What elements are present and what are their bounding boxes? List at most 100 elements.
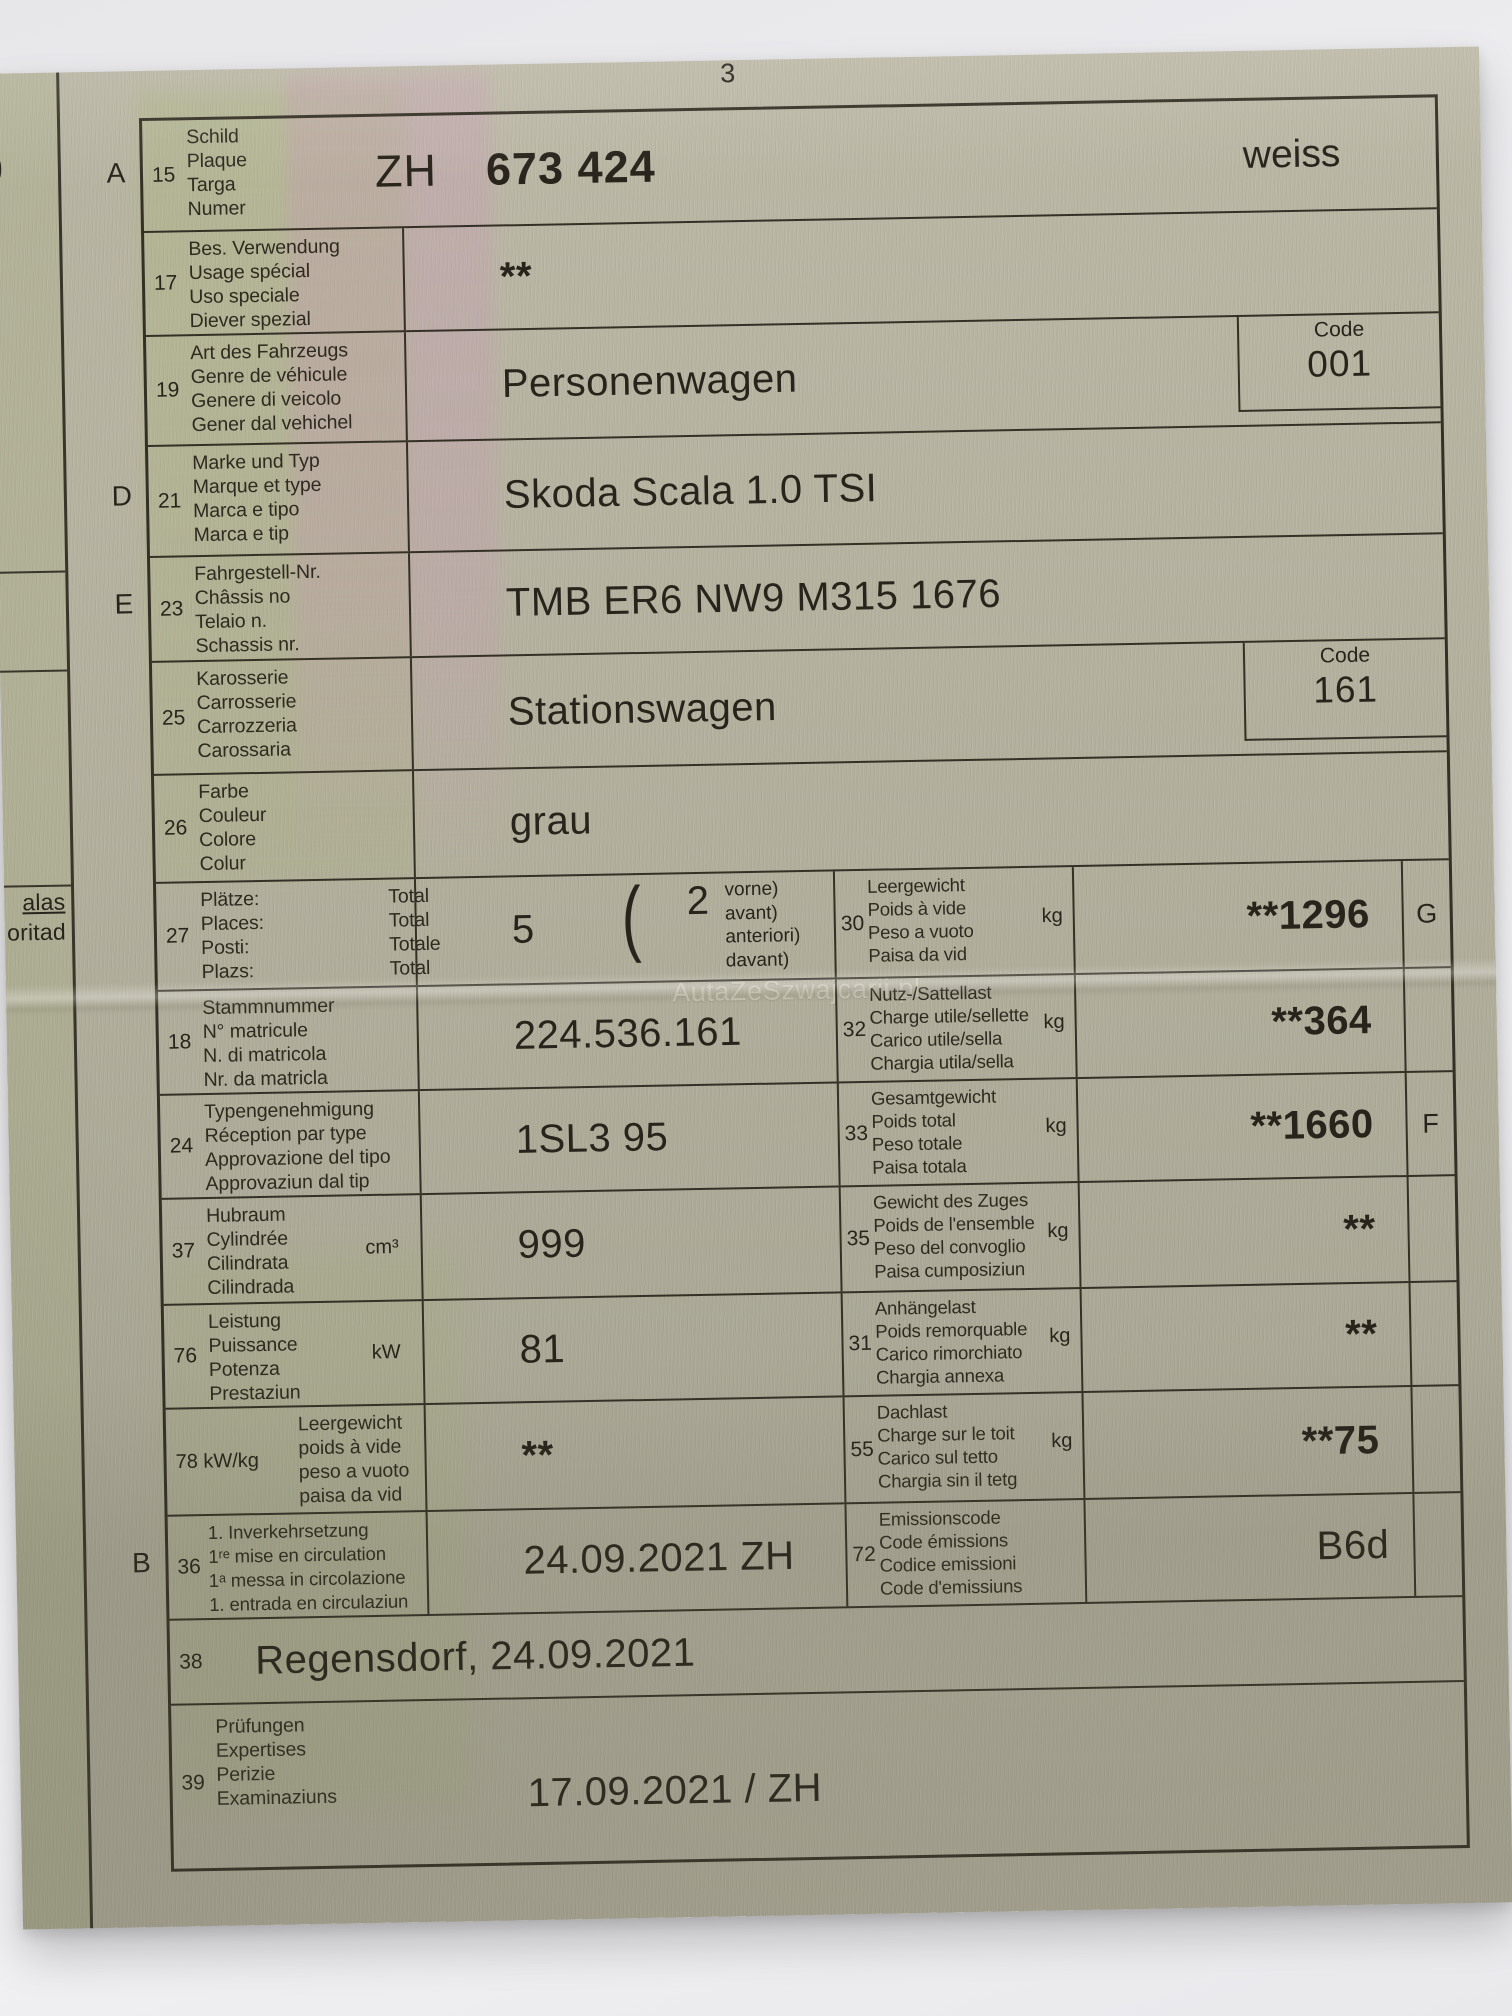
field-55-label-cell: 55 Dachlast Charge sur le toit Carico su… <box>842 1393 1084 1503</box>
field-number: 30 <box>840 911 865 936</box>
chassis-number-value: TMB ER6 NW9 M315 1676 <box>505 571 1002 625</box>
label-rm: Paisa cumposiziun <box>874 1258 1026 1282</box>
field-number: 26 <box>163 816 188 840</box>
code-label: Code <box>1313 317 1365 342</box>
field-number: 38 <box>179 1649 203 1674</box>
bracket-line-rm: davant) <box>725 948 790 971</box>
plate-color-value: weiss <box>1242 132 1341 177</box>
issue-place-date-value: Regensdorf, 24.09.2021 <box>254 1630 696 1683</box>
field-number: 33 <box>844 1121 869 1146</box>
field-row-39-inspections: 39 Prüfungen Expertises Perizie Examinaz… <box>171 1680 1467 1869</box>
field-number: 24 <box>169 1134 194 1158</box>
neighbor-page-cut-text: oritad <box>6 918 67 946</box>
field-36-value-cell: 24.09.2021 ZH <box>428 1504 847 1614</box>
serial-number-value: 224.536.161 <box>513 1009 743 1058</box>
field-33-label-cell: 33 Gesamtgewicht Poids total Peso totale… <box>836 1079 1078 1186</box>
trailer-load-value: ** <box>1344 1312 1378 1357</box>
field-55-value-cell: **75 <box>1081 1386 1413 1498</box>
first-registration-value: 24.09.2021 ZH <box>523 1533 795 1583</box>
field-25-label-cell: 25 Karosserie Carrosserie Carrozzeria Ca… <box>151 658 414 774</box>
label-rm: Plazs: <box>201 960 255 984</box>
power-value: 81 <box>519 1326 566 1372</box>
unit-kg: kg <box>1049 1324 1071 1347</box>
field-number: 27 <box>165 924 190 948</box>
field-35-label-cell: 35 Gewicht des Zuges Poids de l'ensemble… <box>838 1183 1080 1292</box>
payload-value: **364 <box>1270 998 1373 1044</box>
field-number: 78 kW/kg <box>175 1449 260 1473</box>
body-code-value: 161 <box>1312 668 1379 711</box>
train-weight-value: ** <box>1342 1207 1376 1252</box>
label-rm: Colur <box>199 852 246 876</box>
field-33-letter-cell: F <box>1404 1072 1455 1176</box>
gross-weight-value: **1660 <box>1250 1102 1375 1149</box>
neighbor-page-strip: 9 alas oritad <box>0 72 94 1930</box>
field-21-label-cell: 21 Marke und Typ Marque et type Marca e … <box>147 442 410 556</box>
neighbor-page-line <box>0 669 68 673</box>
label-rm: paisa da vid <box>299 1483 403 1508</box>
field-number: 23 <box>159 596 184 621</box>
field-19-label-cell: 19 Art des Fahrzeugs Genre de véhicule G… <box>145 332 408 445</box>
unit-kg: kg <box>1051 1429 1073 1453</box>
field-30-letter-cell: G <box>1400 860 1451 968</box>
margin-letter-g: G <box>1415 897 1438 929</box>
field-37-label-cell: 37 Hubraum Cylindrée Cilindrata Cilindra… <box>161 1195 424 1304</box>
field-78-label-cell: 78 kW/kg Leergewicht poids à vide peso a… <box>165 1405 428 1515</box>
field-35-letter-cell <box>1406 1176 1457 1282</box>
label-rm: Carossaria <box>197 738 292 763</box>
field-39-label-cell: 39 Prüfungen Expertises Perizie Examinaz… <box>171 1701 434 1869</box>
field-18-label-cell: 18 Stammnummer N° matricule N. di matric… <box>157 987 420 1094</box>
power-weight-value: ** <box>521 1432 555 1478</box>
field-number: 72 <box>852 1542 876 1567</box>
field-number: 32 <box>842 1017 867 1042</box>
label-rm: Diever spezial <box>189 307 311 333</box>
neighbor-page-line <box>3 884 72 888</box>
unit-kg: kg <box>1041 904 1063 927</box>
label-de: Plätze: <box>200 887 260 912</box>
bracket-line-it: anteriori) <box>725 925 801 948</box>
label-de: Leergewicht <box>297 1411 403 1436</box>
unit-kg: kg <box>1043 1010 1065 1034</box>
label-rm: 1. entrada en circulaziun <box>209 1590 409 1616</box>
field-31-value-cell: ** <box>1079 1283 1411 1392</box>
label-it: peso a vuoto <box>298 1459 410 1484</box>
field-23-value-cell: TMB ER6 NW9 M315 1676 <box>410 534 1445 656</box>
field-78-value-cell: ** <box>426 1397 845 1510</box>
front-seats-value: 2 <box>686 878 710 924</box>
seats-total-value: 5 <box>511 907 536 952</box>
neighbor-page-line <box>0 570 66 574</box>
label-rm: Cilindrada <box>207 1275 295 1300</box>
roof-load-value: **75 <box>1301 1417 1380 1463</box>
field-76-label-cell: 76 Leistung Puissance Potenza Prestaziun… <box>163 1301 426 1408</box>
label-rm: Chargia utila/sella <box>870 1050 1014 1074</box>
label-rm: Numer <box>187 197 246 221</box>
field-number: 19 <box>155 378 180 402</box>
label-it: Posti: <box>200 936 250 960</box>
neighbor-page-cut-digit: 9 <box>0 145 4 196</box>
field-number: 37 <box>171 1239 196 1263</box>
field-number: 21 <box>157 488 182 513</box>
field-31-label-cell: 31 Anhängelast Poids remorquable Carico … <box>840 1289 1082 1396</box>
field-number: 36 <box>177 1555 202 1579</box>
margin-letter-f: F <box>1422 1107 1440 1139</box>
margin-letter-e: E <box>114 588 134 620</box>
field-number: 39 <box>181 1771 206 1795</box>
field-number: 31 <box>848 1331 873 1356</box>
field-72-label-cell: 72 Emissionscode Code émissions Codice e… <box>844 1499 1086 1607</box>
make-type-value: Skoda Scala 1.0 TSI <box>503 465 878 517</box>
field-17-value-cell: ** <box>404 209 1439 330</box>
emission-code-value: B6d <box>1316 1522 1390 1569</box>
registration-table: 15 Schild Plaque Targa Numer ZH 673 424 … <box>138 94 1470 1872</box>
field-72-value-cell: B6d <box>1083 1493 1415 1602</box>
field-23-label-cell: 23 Fahrgestell-Nr. Châssis no Telaio n. … <box>150 553 412 661</box>
displacement-value: 999 <box>517 1221 587 1267</box>
label-rm: Chargia annexa <box>875 1364 1005 1388</box>
field-32-letter-cell <box>1402 968 1453 1072</box>
page-number: 3 <box>719 58 736 89</box>
field-32-label-cell: 32 Nutz-/Sattellast Charge utile/sellett… <box>834 975 1076 1082</box>
empty-weight-value: **1296 <box>1246 892 1371 939</box>
label-rm: Schassis nr. <box>195 633 300 658</box>
label-rm: Paisa totala <box>872 1155 967 1178</box>
field-number: 35 <box>846 1226 871 1251</box>
field-32-value-cell: **364 <box>1073 969 1405 1078</box>
